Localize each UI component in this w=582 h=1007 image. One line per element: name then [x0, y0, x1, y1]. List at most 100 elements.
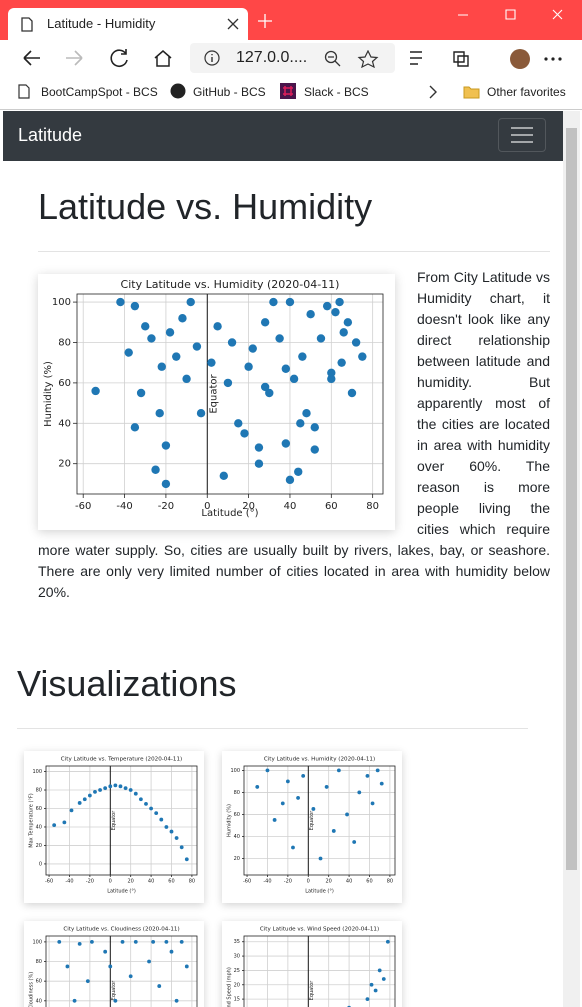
data-point: [91, 386, 100, 396]
data-point: [161, 441, 171, 450]
x-tick-label: 0: [109, 879, 112, 885]
equator-label: Equator: [111, 810, 117, 831]
data-point: [244, 362, 253, 371]
y-tick-label: 40: [36, 998, 42, 1004]
x-tick-label: 20: [325, 879, 331, 885]
navbar-toggler[interactable]: [498, 118, 546, 152]
data-point: [301, 774, 306, 778]
x-tick-label: 20: [242, 501, 255, 512]
thumbnail[interactable]: City Latitude vs. Cloudiness (2020-04-11…: [24, 921, 204, 1007]
data-point: [157, 984, 162, 988]
equator-label: Equator: [208, 373, 219, 413]
y-tick-label: 80: [36, 959, 42, 965]
window-controls[interactable]: [450, 8, 570, 22]
data-point: [285, 297, 295, 307]
toolbar-icons[interactable]: [0, 40, 582, 76]
plot-frame: [45, 765, 198, 876]
y-tick-label: 60: [58, 378, 71, 389]
y-axis-label: Cloudiness (%): [29, 972, 35, 1007]
page: Latitude Latitude vs. Humidity City Lati…: [3, 111, 563, 1007]
data-point: [343, 318, 353, 327]
data-point: [379, 781, 384, 786]
chart: City Latitude vs. Wind Speed (2020-04-11…: [227, 927, 396, 1007]
other-favorites[interactable]: Other favorites: [487, 85, 566, 99]
tab-close[interactable]: [227, 18, 239, 30]
data-point: [289, 374, 299, 384]
data-point: [155, 408, 164, 418]
data-point: [157, 362, 166, 371]
thumbnail[interactable]: City Latitude vs. Humidity (2020-04-11) -…: [222, 751, 402, 903]
chart-title: City Latitude vs. Cloudiness (2020-04-11…: [63, 927, 179, 933]
tab-title: Latitude - Humidity: [47, 16, 156, 31]
data-point: [254, 459, 264, 468]
x-tick-label: -60: [75, 501, 91, 512]
data-point: [335, 297, 344, 307]
data-point: [90, 939, 94, 944]
data-point: [77, 801, 82, 805]
data-point: [302, 408, 311, 418]
y-tick-label: 80: [36, 788, 42, 794]
data-point: [331, 307, 340, 317]
x-axis-label: Latitude (°): [201, 508, 258, 519]
new-tab[interactable]: [258, 14, 272, 28]
data-point: [128, 788, 133, 792]
data-point: [381, 977, 386, 981]
bookmarks-bar: BootCampSpot - BCS GitHub - BCS Slack - …: [0, 76, 582, 110]
data-point: [179, 845, 184, 850]
data-point: [164, 825, 169, 829]
data-point: [182, 374, 191, 384]
y-tick-label: 0: [39, 861, 42, 867]
data-point: [269, 297, 278, 307]
data-point: [147, 334, 156, 343]
x-tick-label: -40: [116, 501, 132, 512]
y-tick-label: 40: [58, 418, 71, 429]
tab[interactable]: Latitude - Humidity: [8, 8, 248, 40]
y-tick-label: 40: [234, 834, 240, 840]
navbar-brand[interactable]: Latitude: [18, 125, 83, 145]
y-tick-label: 100: [230, 768, 240, 774]
more-bookmarks[interactable]: [429, 85, 437, 99]
data-point: [373, 988, 378, 993]
data-point: [144, 801, 148, 806]
data-point: [272, 818, 277, 822]
plot-frame: [243, 765, 396, 876]
scrollbar-thumb[interactable]: [566, 128, 577, 870]
data-point: [351, 338, 361, 347]
y-tick-label: 60: [36, 979, 42, 985]
x-tick-label: 60: [325, 501, 338, 512]
data-point: [254, 443, 264, 452]
bookmark[interactable]: GitHub - BCS: [193, 85, 266, 99]
chart-title: City Latitude vs. Humidity (2020-04-11): [264, 757, 375, 763]
bookmark-icon: [18, 84, 30, 99]
data-point: [149, 806, 153, 811]
scrollbar[interactable]: [563, 111, 580, 1007]
y-axis-label: Wind Speed (mph): [227, 967, 233, 1007]
bookmark[interactable]: BootCampSpot - BCS: [41, 85, 158, 99]
plot-frame: [76, 293, 384, 495]
url-box[interactable]: 127.0.0....: [190, 43, 395, 73]
section-title: Visualizations: [17, 663, 237, 704]
data-point: [116, 297, 125, 307]
bookmark[interactable]: Slack - BCS: [304, 85, 369, 99]
data-point: [184, 857, 189, 862]
x-tick-label: 0: [307, 879, 310, 885]
data-point: [219, 471, 228, 481]
data-point: [375, 768, 380, 773]
x-tick-label: -20: [158, 501, 174, 512]
thumbnail[interactable]: City Latitude vs. Wind Speed (2020-04-11…: [222, 921, 402, 1007]
data-point: [169, 949, 174, 954]
data-point: [113, 783, 118, 788]
data-point: [178, 314, 187, 323]
data-point: [352, 840, 357, 844]
data-point: [57, 939, 62, 944]
data-point: [311, 807, 316, 811]
url-actions[interactable]: [324, 50, 388, 68]
data-point: [365, 774, 370, 778]
data-point: [82, 797, 87, 802]
x-tick-label: 80: [387, 879, 393, 885]
y-tick-label: 30: [234, 954, 240, 960]
equator-label: Equator: [309, 810, 315, 831]
data-point: [339, 328, 348, 337]
thumbnail[interactable]: City Latitude vs. Temperature (2020-04-1…: [24, 751, 204, 903]
data-point: [365, 997, 370, 1002]
